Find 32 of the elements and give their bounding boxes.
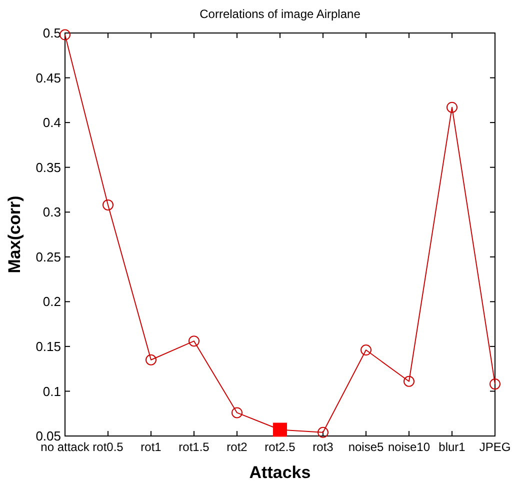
y-tick-label: 0.3 (42, 204, 61, 220)
point (490, 378, 500, 390)
x-tick-label: rot2.5 (264, 440, 296, 454)
x-tick-label: JPEG (479, 440, 511, 454)
y-axis-title: Max(corr) (5, 196, 24, 274)
point (446, 102, 458, 113)
x-axis-title: Attacks (249, 463, 311, 482)
x-tick-label: rot1 (140, 440, 162, 454)
point (60, 29, 70, 40)
y-tick-label: 0.15 (36, 338, 61, 354)
point (232, 407, 242, 418)
x-tick-label: rot0.5 (92, 440, 124, 454)
x-tick-label: rot2 (226, 440, 248, 454)
point (188, 336, 200, 347)
y-tick-label: 0.1 (42, 384, 61, 399)
y-tick-label: 0.2 (42, 294, 61, 310)
point (102, 199, 114, 210)
point (318, 426, 328, 438)
point (146, 354, 156, 366)
x-tick-label: rot1.5 (178, 440, 210, 454)
point (404, 376, 414, 387)
chart-title: Correlations of image Airplane (200, 7, 361, 21)
point (360, 344, 372, 356)
x-tick-label: rot3 (312, 440, 334, 454)
y-tick-label: 0.35 (36, 160, 61, 175)
y-tick-label: 0.5 (42, 26, 61, 41)
y-tick-label: 0.25 (36, 249, 61, 264)
x-tick-label: noise10 (388, 440, 430, 454)
x-tick-label: noise5 (348, 440, 384, 454)
y-tick-label: 0.45 (36, 70, 61, 86)
x-tick-label: blur1 (438, 440, 466, 454)
y-tick-label: 0.4 (42, 115, 61, 130)
